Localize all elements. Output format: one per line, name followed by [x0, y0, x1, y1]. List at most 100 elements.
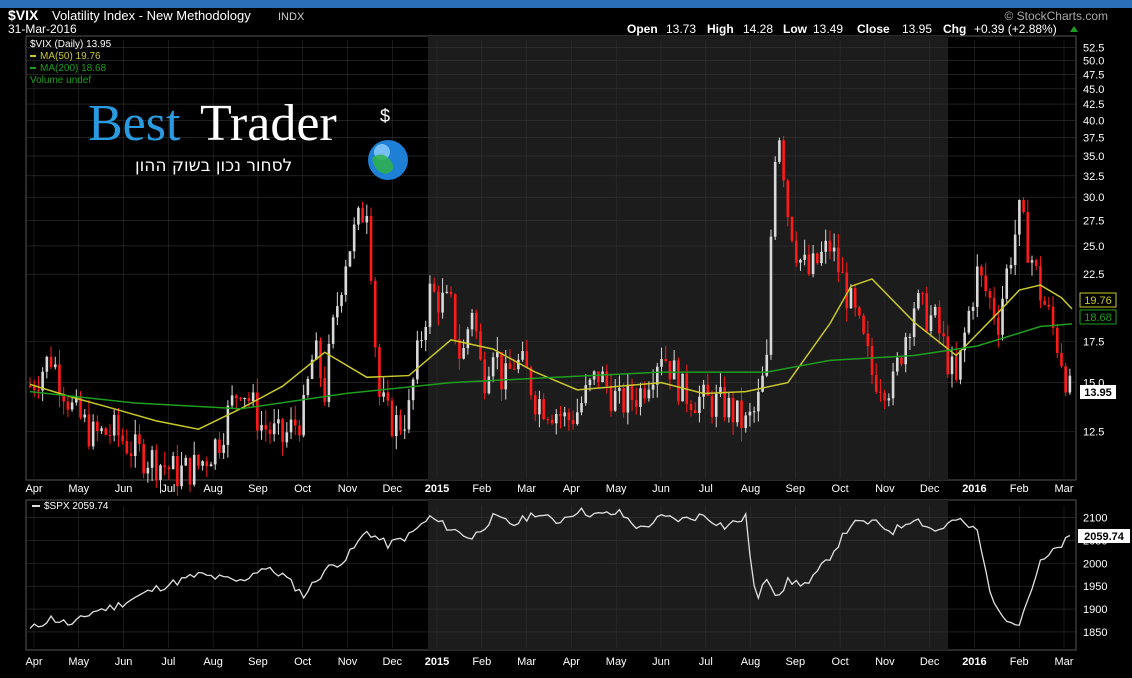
vix-candle-body	[1064, 366, 1067, 393]
vix-candle-body	[171, 456, 175, 470]
spx-x-tick: 2016	[962, 656, 986, 668]
vix-y-tick: 22.5	[1083, 269, 1104, 281]
vix-candle-body	[167, 467, 171, 470]
spx-x-tick: Jul	[161, 656, 175, 668]
ma200-last: 18.68	[1084, 312, 1112, 324]
vix-candle-body	[293, 419, 297, 426]
spx-x-tick: Jul	[699, 656, 713, 668]
vix-candle-body	[336, 306, 339, 318]
vix-candle-body	[997, 317, 1000, 335]
vix-candle-body	[563, 412, 566, 417]
vix-candle-body	[209, 464, 213, 467]
spx-y-tick: 1900	[1083, 604, 1107, 616]
vix-candle-body	[142, 444, 145, 474]
vix-candle-body	[163, 465, 167, 468]
vix-candle-body	[643, 388, 646, 399]
vix-candle-body	[858, 307, 861, 316]
vix-candle-body	[150, 450, 154, 468]
spx-x-tick: Sep	[786, 656, 806, 668]
vix-candle-body	[815, 253, 819, 264]
vix-candle-body	[302, 395, 305, 436]
spx-y-tick: 1950	[1083, 581, 1107, 593]
vix-candle-body	[365, 216, 369, 223]
vix-candle-body	[866, 333, 870, 347]
spx-last: 2059.74	[1084, 531, 1125, 543]
vix-candle-body	[525, 351, 529, 368]
vix-candle-body	[576, 412, 579, 425]
vix-candle-body	[192, 454, 196, 485]
spx-x-tick: Mar	[517, 656, 536, 668]
logo-best: Best	[88, 95, 181, 152]
vix-candle-body	[538, 399, 541, 415]
vix-candle-body	[251, 392, 255, 402]
vix-candle-body	[28, 386, 32, 388]
vix-candle-body	[348, 251, 352, 267]
spx-line	[29, 507, 1071, 629]
vix-candle-body	[672, 360, 676, 380]
vix-candle-body	[647, 389, 651, 399]
vix-candle-body	[529, 367, 533, 396]
vix-candle-body	[62, 394, 65, 402]
vix-candle-body	[799, 259, 802, 263]
vix-candle-body	[904, 337, 908, 365]
vix-candle-body	[500, 352, 503, 390]
ma50-line	[29, 278, 1073, 431]
vix-candle-body	[660, 359, 663, 367]
vix-candle-body	[108, 434, 112, 436]
vix-candle-body	[445, 291, 449, 293]
legend-vix: $VIX (Daily) 13.95	[30, 39, 112, 50]
vix-candle-body	[803, 254, 806, 260]
vix-y-tick: 40.0	[1083, 115, 1104, 127]
vix-candle-body	[129, 453, 133, 456]
vix-candle-body	[496, 352, 499, 358]
vix-candle-body	[613, 390, 617, 411]
vix-candle-body	[1001, 298, 1004, 335]
vix-x-tick: Apr	[563, 483, 580, 495]
vix-candle-body	[963, 332, 966, 351]
spx-x-tick: Apr	[25, 656, 42, 668]
top-accent-bar	[0, 0, 1132, 8]
vix-candle-body	[521, 351, 524, 360]
vix-candle-body	[626, 384, 630, 413]
vix-candle-body	[1060, 353, 1063, 367]
vix-candle-body	[504, 363, 508, 390]
vix-candle-body	[213, 439, 217, 465]
vix-candle-body	[921, 293, 924, 295]
vix-candle-body	[411, 379, 415, 401]
vix-candle-body	[239, 398, 242, 400]
vix-candle-body	[967, 310, 971, 333]
vix-candle-body	[83, 414, 87, 418]
symbol: $VIX	[8, 7, 39, 23]
vix-candle-body	[188, 457, 192, 485]
vix-candle-body	[618, 388, 621, 391]
vix-candle-body	[588, 379, 592, 386]
spx-x-tick: Nov	[875, 656, 895, 668]
vix-x-tick: Oct	[832, 483, 849, 495]
vix-candle-body	[104, 428, 108, 435]
vix-candle-body	[567, 412, 571, 421]
vix-candle-body	[601, 371, 604, 383]
vix-candle-body	[929, 315, 933, 332]
vix-candle-body	[1009, 265, 1013, 269]
vix-y-tick: 37.5	[1083, 133, 1104, 145]
vix-y-tick: 32.5	[1083, 171, 1104, 183]
vix-y-tick: 17.5	[1083, 336, 1104, 348]
vix-candle-body	[49, 356, 53, 368]
vix-candle-body	[424, 326, 428, 341]
vix-candle-body	[761, 375, 764, 392]
exchange: INDX	[278, 11, 305, 23]
vix-x-tick: May	[68, 483, 89, 495]
vix-candle-body	[782, 140, 785, 181]
vix-candle-body	[399, 415, 402, 431]
vix-candle-body	[832, 247, 836, 252]
legend-volume: Volume undef	[30, 75, 91, 86]
vix-candle-body	[546, 419, 550, 421]
vix-candle-body	[609, 385, 613, 411]
vix-candle-body	[1018, 199, 1021, 235]
spx-x-tick: Jun	[652, 656, 670, 668]
vix-candle-body	[453, 294, 457, 340]
vix-candle-body	[41, 371, 44, 391]
vix-x-tick: Mar	[1055, 483, 1074, 495]
vix-candle-body	[180, 465, 183, 487]
spx-x-tick: Feb	[1010, 656, 1029, 668]
